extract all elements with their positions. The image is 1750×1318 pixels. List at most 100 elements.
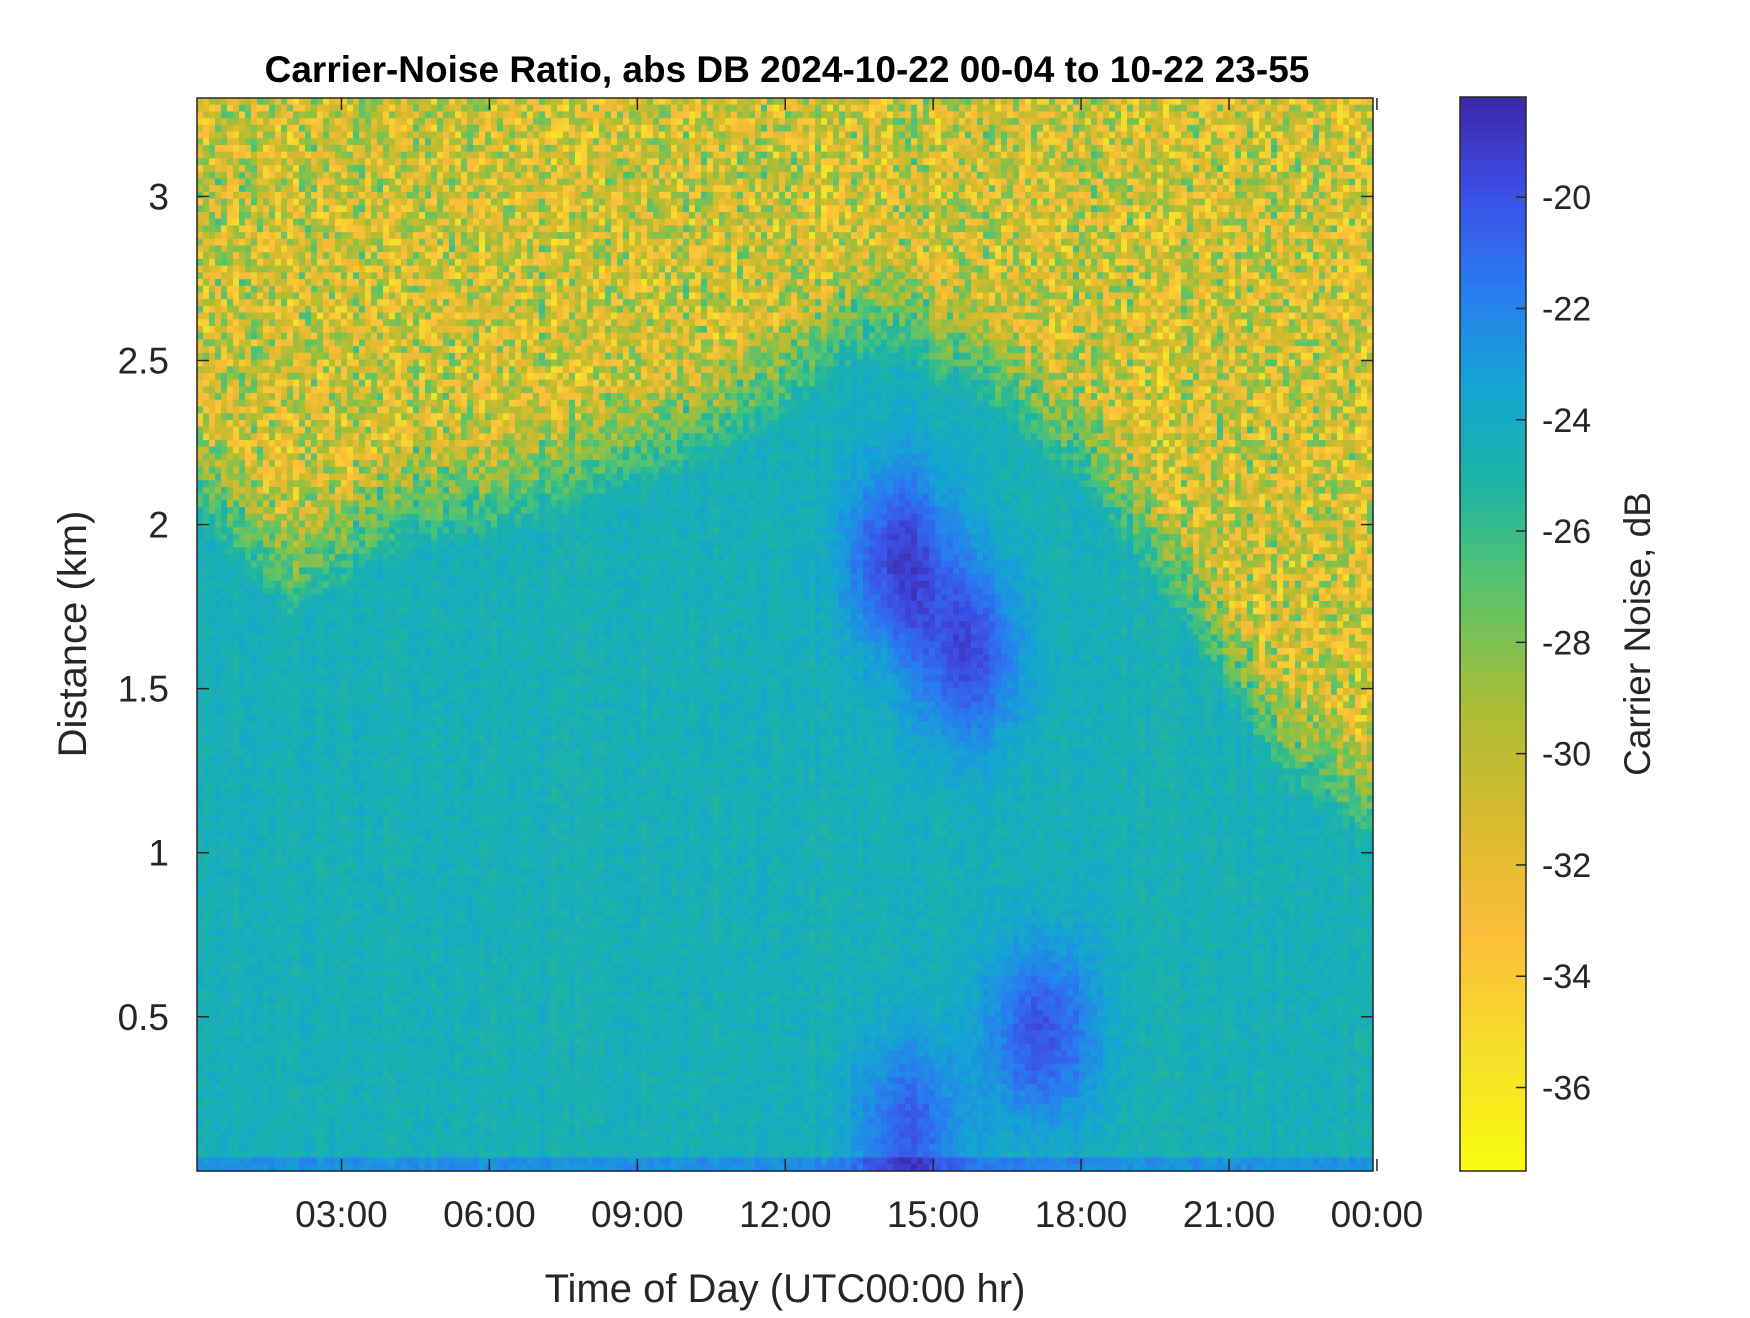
- heatmap-cell: [359, 111, 366, 119]
- heatmap-cell: [425, 218, 432, 227]
- heatmap-cell: [725, 144, 732, 153]
- heatmap-cell: [581, 252, 588, 260]
- heatmap-cell: [437, 178, 444, 186]
- heatmap-cell: [1019, 258, 1026, 267]
- heatmap-cell: [461, 98, 468, 106]
- heatmap-cell: [881, 225, 888, 233]
- heatmap-cell: [419, 191, 426, 200]
- heatmap-cell: [623, 138, 630, 146]
- heatmap-cell: [269, 225, 276, 233]
- heatmap-cell: [233, 144, 240, 153]
- heatmap-cell: [347, 118, 354, 126]
- heatmap-cell: [473, 138, 480, 146]
- heatmap-cell: [899, 118, 906, 126]
- heatmap-cell: [293, 111, 300, 119]
- heatmap-cell: [677, 104, 684, 113]
- heatmap-cell: [965, 124, 972, 133]
- heatmap-cell: [971, 131, 978, 139]
- heatmap-cell: [1037, 191, 1044, 200]
- heatmap-cell: [683, 131, 690, 139]
- heatmap-cell: [965, 252, 972, 260]
- heatmap-cell: [305, 225, 312, 233]
- heatmap-cell: [1151, 198, 1158, 206]
- heatmap-cell: [563, 225, 570, 233]
- heatmap-cell: [629, 238, 636, 247]
- heatmap-cell: [407, 165, 414, 173]
- heatmap-cell: [707, 218, 714, 227]
- heatmap-cell: [1145, 212, 1152, 220]
- heatmap-cell: [263, 98, 270, 106]
- heatmap-cell: [251, 238, 258, 247]
- heatmap-cell: [977, 198, 984, 206]
- heatmap-cell: [1103, 232, 1110, 240]
- heatmap-cell: [1355, 212, 1362, 220]
- heatmap-cell: [743, 238, 750, 247]
- heatmap-cell: [755, 151, 762, 159]
- heatmap-cell: [1019, 151, 1026, 159]
- heatmap-cell: [1355, 225, 1362, 233]
- heatmap-cell: [995, 98, 1002, 106]
- heatmap-cell: [653, 151, 660, 159]
- heatmap-cell: [695, 165, 702, 173]
- heatmap-cell: [827, 111, 834, 119]
- heatmap-cell: [263, 258, 270, 267]
- heatmap-cell: [1253, 124, 1260, 133]
- heatmap-cell: [1277, 238, 1284, 247]
- heatmap-cell: [323, 232, 330, 240]
- heatmap-cell: [857, 252, 864, 260]
- heatmap-cell: [449, 104, 456, 113]
- heatmap-cell: [605, 258, 612, 267]
- heatmap-cell: [647, 252, 654, 260]
- heatmap-cell: [941, 165, 948, 173]
- heatmap-cell: [287, 131, 294, 139]
- heatmap-cell: [335, 138, 342, 146]
- heatmap-cell: [1259, 171, 1266, 180]
- heatmap-cell: [803, 144, 810, 153]
- heatmap-cell: [611, 124, 618, 133]
- heatmap-cell: [917, 124, 924, 133]
- heatmap-cell: [623, 165, 630, 173]
- heatmap-cell: [845, 138, 852, 146]
- heatmap-cell: [539, 258, 546, 267]
- heatmap-cell: [305, 178, 312, 186]
- heatmap-cell: [947, 98, 954, 106]
- heatmap-cell: [1277, 178, 1284, 186]
- heatmap-cell: [347, 198, 354, 206]
- heatmap-cell: [1367, 151, 1374, 159]
- heatmap-cell: [1235, 252, 1242, 260]
- heatmap-cell: [341, 232, 348, 240]
- heatmap-cell: [701, 198, 708, 206]
- heatmap-cell: [1253, 178, 1260, 186]
- heatmap-cell: [959, 232, 966, 240]
- heatmap-cell: [695, 232, 702, 240]
- heatmap-cell: [881, 98, 888, 106]
- heatmap-cell: [761, 252, 768, 260]
- heatmap-cell: [1031, 252, 1038, 260]
- heatmap-cell: [461, 104, 468, 113]
- heatmap-cell: [713, 151, 720, 159]
- heatmap-cell: [707, 238, 714, 247]
- heatmap-cell: [353, 205, 360, 213]
- heatmap-cell: [533, 198, 540, 206]
- heatmap-cell: [275, 151, 282, 159]
- heatmap-cell: [1103, 111, 1110, 119]
- heatmap-cell: [779, 252, 786, 260]
- heatmap-cell: [593, 144, 600, 153]
- heatmap-cell: [221, 238, 228, 247]
- heatmap-cell: [299, 158, 306, 166]
- heatmap-cell: [1343, 218, 1350, 227]
- heatmap-cell: [1193, 104, 1200, 113]
- heatmap-cell: [1241, 151, 1248, 159]
- heatmap-cell: [395, 205, 402, 213]
- heatmap-cell: [233, 138, 240, 146]
- heatmap-cell: [515, 98, 522, 106]
- heatmap-cell: [911, 205, 918, 213]
- heatmap-cell: [239, 258, 246, 267]
- heatmap-cell: [989, 252, 996, 260]
- heatmap-cell: [1097, 185, 1104, 193]
- heatmap-cell: [965, 131, 972, 139]
- heatmap-cell: [1037, 205, 1044, 213]
- heatmap-cell: [215, 218, 222, 227]
- heatmap-cell: [1289, 178, 1296, 186]
- heatmap-cell: [233, 185, 240, 193]
